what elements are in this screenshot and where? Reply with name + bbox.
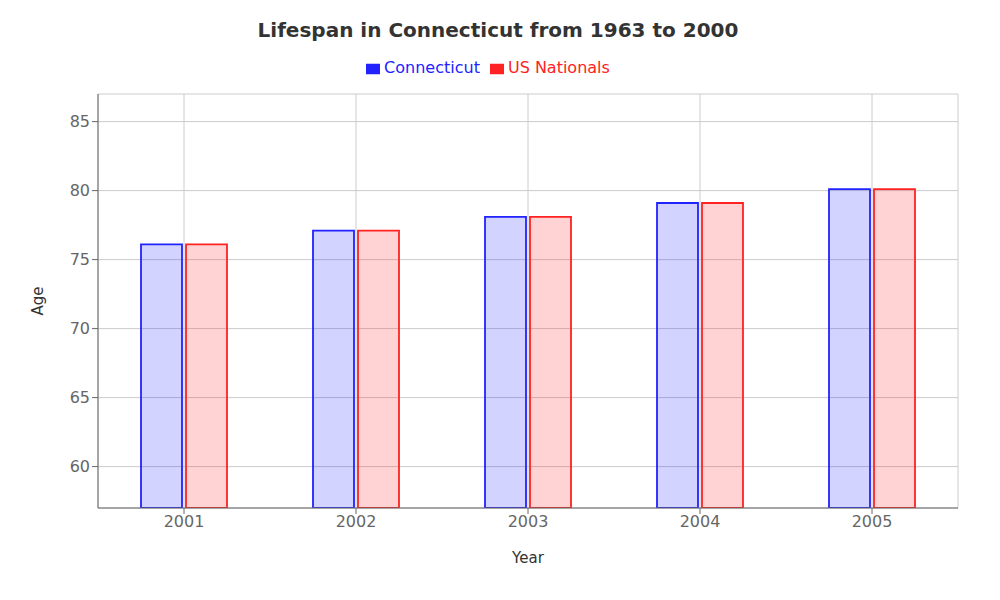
html-text:Lifespan in Connecticut from 1: Lifespan in Connecticut from 1963 to 200… xyxy=(257,18,739,42)
svg-text:2005: 2005 xyxy=(852,512,893,531)
svg-text:70: 70 xyxy=(70,319,90,338)
svg-text:85: 85 xyxy=(70,112,90,131)
svg-text:2001: 2001 xyxy=(164,512,205,531)
svg-text:2004: 2004 xyxy=(680,512,721,531)
svg-text:2002: 2002 xyxy=(336,512,377,531)
svg-text:65: 65 xyxy=(70,388,90,407)
svg-text:60: 60 xyxy=(70,457,90,476)
html-text:US Nationals: US Nationals xyxy=(507,58,610,77)
html-text:Connecticut: Connecticut xyxy=(384,58,480,77)
svg-text:2003: 2003 xyxy=(508,512,549,531)
svg-text:80: 80 xyxy=(70,181,90,200)
svg-text:Year: Year xyxy=(511,549,545,567)
svg-text:Age: Age xyxy=(29,286,47,315)
svg-text:75: 75 xyxy=(70,250,90,269)
